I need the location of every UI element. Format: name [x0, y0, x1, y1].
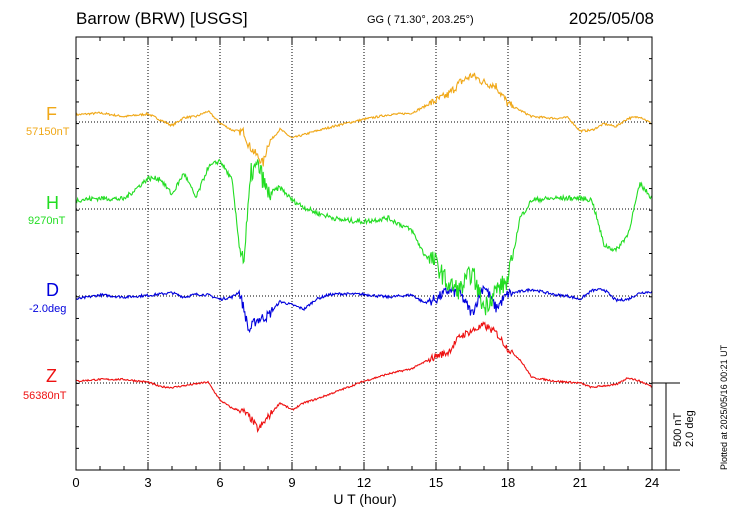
x-tick-labels: 0 3 6 9 12 15 18 21 24: [72, 475, 659, 490]
panel-baseline-f: 57150nT: [26, 126, 70, 138]
x-tick-label: 9: [288, 475, 295, 490]
panel-baseline-h: 9270nT: [28, 215, 66, 227]
x-axis-label: U T (hour): [333, 491, 396, 507]
x-tick-label: 21: [573, 475, 587, 490]
panel-label-d: D: [46, 280, 59, 300]
series-line-h: [75, 158, 653, 316]
x-tick-label: 6: [216, 475, 223, 490]
x-tick-label: 0: [72, 475, 79, 490]
x-tick-label: 12: [357, 475, 371, 490]
series-line-d: [75, 284, 653, 334]
x-tick-label: 3: [144, 475, 151, 490]
plotted-timestamp: Plotted at 2025/05/16 00:21 UT: [719, 344, 729, 470]
panel-label-z: Z: [46, 366, 57, 386]
panel-baseline-d: -2.0deg: [29, 303, 67, 315]
scale-bar-nt: 500 nT: [672, 412, 684, 447]
plot-date: 2025/05/08: [568, 9, 654, 28]
x-tick-label: 18: [501, 475, 515, 490]
scale-bar-deg: 2.0 deg: [684, 410, 696, 447]
series-line-f: [75, 72, 653, 167]
plot-axes: [75, 36, 680, 471]
series-line-z: [75, 320, 653, 433]
station-coordinates: GG ( 71.30°, 203.25°): [367, 14, 474, 26]
x-tick-label: 24: [645, 475, 659, 490]
station-title: Barrow (BRW) [USGS]: [76, 9, 248, 28]
panel-label-h: H: [46, 193, 59, 213]
plot-grid: [76, 37, 652, 470]
data-traces: [75, 72, 653, 433]
panel-label-f: F: [46, 104, 57, 124]
panel-baseline-z: 56380nT: [23, 390, 67, 402]
x-tick-label: 15: [429, 475, 443, 490]
